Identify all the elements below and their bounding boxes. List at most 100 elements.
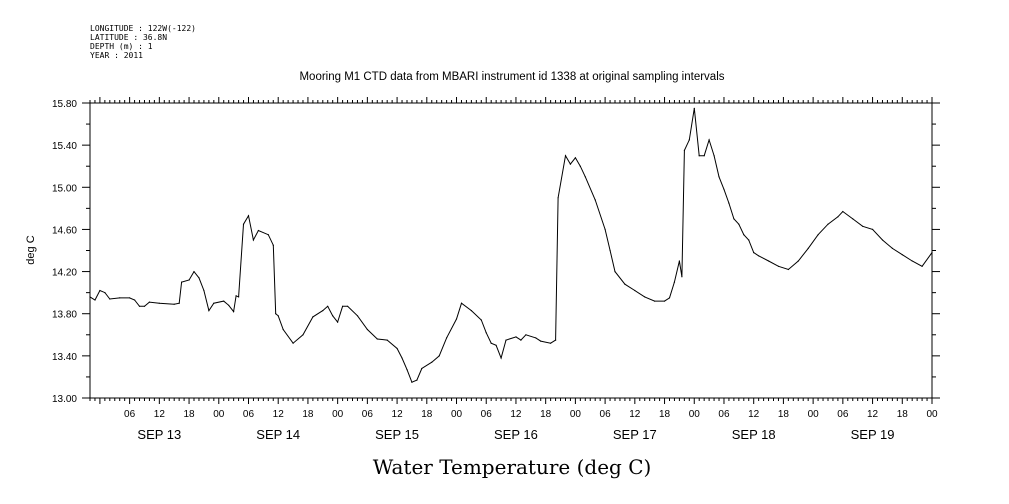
- temperature-data-point: [396, 347, 398, 350]
- temperature-data-point: [347, 305, 349, 307]
- x-day-label: SEP 16: [494, 427, 538, 442]
- temperature-data-point: [235, 295, 237, 297]
- temperature-data-point: [173, 303, 175, 305]
- temperature-data-point: [852, 218, 854, 220]
- temperature-data-point: [99, 289, 101, 292]
- temperature-data-point: [406, 369, 408, 371]
- temperature-data-point: [654, 300, 656, 302]
- temperature-data-point: [138, 305, 141, 307]
- temperature-data-point: [490, 342, 492, 344]
- x-tick-label: 12: [154, 409, 166, 420]
- temperature-data-point: [698, 155, 700, 157]
- temperature-data-point: [208, 310, 210, 312]
- temperature-data-point: [238, 296, 240, 298]
- temperature-data-point: [267, 234, 269, 236]
- temperature-data-point: [557, 197, 559, 199]
- x-tick-label: 12: [629, 409, 641, 420]
- temperature-data-point: [302, 334, 304, 336]
- temperature-series-line: [89, 108, 933, 383]
- x-tick-label: 12: [867, 409, 879, 420]
- temperature-data-point: [228, 304, 230, 306]
- meta-year: YEAR : 2011: [90, 51, 143, 60]
- temperature-data-point: [252, 239, 254, 241]
- x-tick-label: 06: [481, 409, 493, 420]
- temperature-data-point: [931, 252, 933, 254]
- temperature-data-point: [901, 254, 903, 256]
- temperature-data-point: [178, 302, 180, 304]
- temperature-data-point: [366, 328, 368, 331]
- temperature-data-point: [198, 277, 200, 279]
- temperature-data-point: [891, 247, 894, 249]
- temperature-data-point: [579, 165, 581, 167]
- y-tick-label: 15.80: [52, 99, 77, 110]
- temperature-data-point: [282, 328, 284, 331]
- x-axis: 06 12 18 00 06 12 18 00 06 12 18 00 06 12 18 00 06 12 18 00…: [89, 97, 938, 442]
- y-tick-label: 15.00: [52, 183, 77, 194]
- temperature-data-point: [134, 299, 136, 301]
- temperature-data-point: [275, 313, 277, 315]
- temperature-data-point: [663, 300, 666, 302]
- temperature-data-point: [787, 268, 790, 271]
- x-tick-label: 00: [926, 409, 938, 420]
- x-day-label: SEP 14: [256, 427, 300, 442]
- temperature-data-point: [438, 355, 440, 357]
- x-tick-label: 12: [392, 409, 404, 420]
- x-tick-label: 12: [510, 409, 522, 420]
- temperature-data-point: [624, 283, 626, 285]
- temperature-data-point: [520, 339, 522, 341]
- temperature-data-point: [411, 381, 413, 383]
- temperature-data-point: [708, 139, 710, 141]
- temperature-data-point: [460, 302, 463, 304]
- temperature-data-point: [797, 260, 799, 262]
- x-tick-label: 06: [837, 409, 849, 420]
- temperature-data-point: [718, 176, 720, 178]
- temperature-data-point: [743, 234, 745, 236]
- temperature-data-point: [356, 315, 359, 317]
- x-tick-label: 12: [273, 409, 285, 420]
- x-tick-label: 00: [689, 409, 701, 420]
- temperature-data-point: [332, 315, 334, 317]
- temperature-data-point: [862, 225, 864, 227]
- temperature-data-point: [644, 296, 646, 298]
- temperature-data-point: [768, 260, 770, 262]
- temperature-data-point: [322, 310, 324, 312]
- temperature-data-point: [723, 188, 725, 190]
- temperature-data-point: [728, 202, 730, 204]
- temperature-data-point: [842, 210, 844, 213]
- temperature-data-point: [681, 276, 683, 278]
- plot-frame: [89, 102, 933, 399]
- x-day-label: SEP 18: [732, 427, 776, 442]
- temperature-data-point: [233, 311, 235, 313]
- temperature-data-point: [485, 332, 487, 334]
- temperature-data-point: [748, 239, 750, 241]
- chart-title: Mooring M1 CTD data from MBARI instrumen…: [299, 71, 724, 83]
- temperature-data-point: [247, 215, 250, 217]
- meta-longitude: LONGITUDE : 122W(-122): [90, 24, 196, 33]
- temperature-data-point: [421, 367, 423, 370]
- temperature-data-point: [574, 157, 577, 159]
- temperature-data-point: [678, 260, 681, 262]
- temperature-data-point: [535, 337, 537, 339]
- temperature-data-point: [604, 228, 606, 230]
- temperature-data-point: [129, 297, 131, 299]
- x-tick-label: 06: [362, 409, 374, 420]
- temperature-data-point: [272, 244, 274, 246]
- temperature-data-point: [376, 338, 378, 340]
- y-axis: 13.00 13.40 13.80 14.20 14.60 15.00 15.40 15.80: [52, 99, 940, 405]
- temperature-data-point: [688, 139, 690, 141]
- x-tick-label: 06: [718, 409, 730, 420]
- temperature-data-point: [342, 305, 344, 307]
- temperature-data-point: [401, 357, 403, 359]
- meta-latitude: LATITUDE : 36.8N: [90, 33, 167, 42]
- x-tick-label: 00: [570, 409, 582, 420]
- x-tick-label: 00: [213, 409, 225, 420]
- temperature-data-point: [89, 296, 91, 298]
- temperature-data-point: [495, 344, 497, 346]
- temperature-data-point: [540, 340, 542, 342]
- y-tick-label: 13.00: [52, 394, 77, 405]
- y-axis-label: deg C: [25, 235, 37, 264]
- x-tick-label: 18: [421, 409, 433, 420]
- temperature-data-point: [148, 301, 150, 303]
- x-tick-label: 18: [778, 409, 790, 420]
